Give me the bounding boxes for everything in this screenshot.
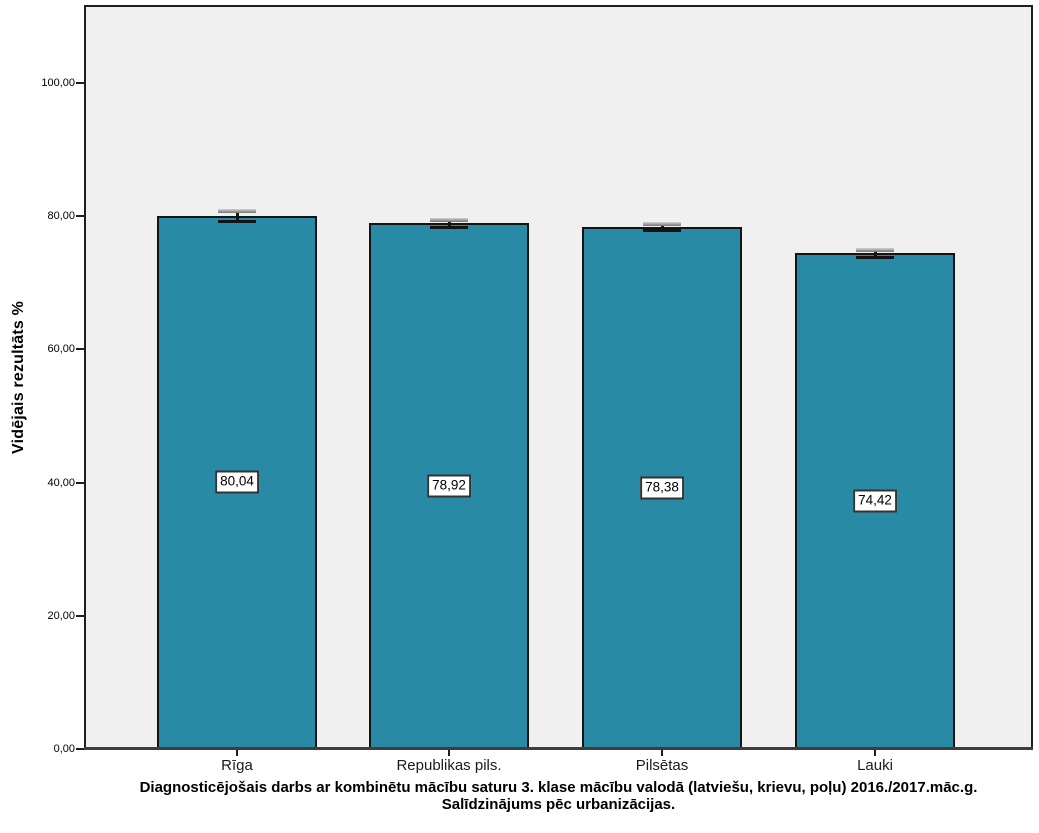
x-axis-tick — [236, 749, 238, 756]
error-bar-line — [873, 250, 877, 257]
y-axis-tick — [76, 215, 84, 218]
error-bar-lower-cap — [643, 229, 681, 233]
error-bar-upper-cap — [643, 221, 681, 226]
y-axis-tick-label: 0,00 — [53, 743, 75, 755]
y-axis-tick-label: 20,00 — [47, 609, 75, 622]
bar-value-label: 74,42 — [853, 489, 897, 513]
error-bar-lower-cap — [218, 220, 256, 224]
category-label: Pilsētas — [635, 757, 689, 774]
x-axis-tick — [448, 749, 450, 756]
bar-value-label: 78,38 — [640, 476, 684, 500]
y-axis-tick — [76, 82, 84, 84]
y-axis-tick-label: 80,00 — [47, 210, 75, 223]
y-axis-tick-label: 40,00 — [47, 476, 75, 489]
error-bar-upper-cap — [218, 208, 256, 213]
error-bar-lower-cap — [430, 225, 468, 229]
caption-line-1: Diagnosticējošais darbs ar kombinētu māc… — [139, 779, 978, 796]
error-bar-line — [447, 220, 451, 227]
error-bar-upper-cap — [430, 218, 468, 223]
error-bar-lower-cap — [856, 255, 894, 259]
x-axis-line — [84, 747, 1033, 750]
caption-line-2: Salīdzinājums pēc urbanizācijas. — [441, 796, 676, 813]
category-label: Lauki — [857, 757, 893, 774]
y-axis-tick — [76, 348, 84, 351]
y-axis-tick — [76, 481, 84, 484]
x-axis-tick — [874, 749, 876, 756]
error-bar-line — [660, 223, 664, 231]
bar-value-label: 80,04 — [215, 470, 259, 494]
chart-caption: Diagnosticējošais darbs ar kombinētu māc… — [84, 779, 1033, 813]
y-axis-tick — [76, 748, 84, 750]
error-bar-line — [235, 210, 239, 222]
y-axis-tick-label: 60,00 — [47, 343, 75, 356]
category-label: Republikas pils. — [396, 757, 502, 774]
bar-value-label: 78,92 — [427, 474, 471, 498]
error-bar-upper-cap — [856, 248, 894, 253]
y-axis-tick-label: 100,00 — [41, 77, 75, 89]
category-label: Rīga — [221, 757, 253, 774]
y-axis-tick — [76, 614, 84, 617]
x-axis-tick — [661, 749, 663, 756]
